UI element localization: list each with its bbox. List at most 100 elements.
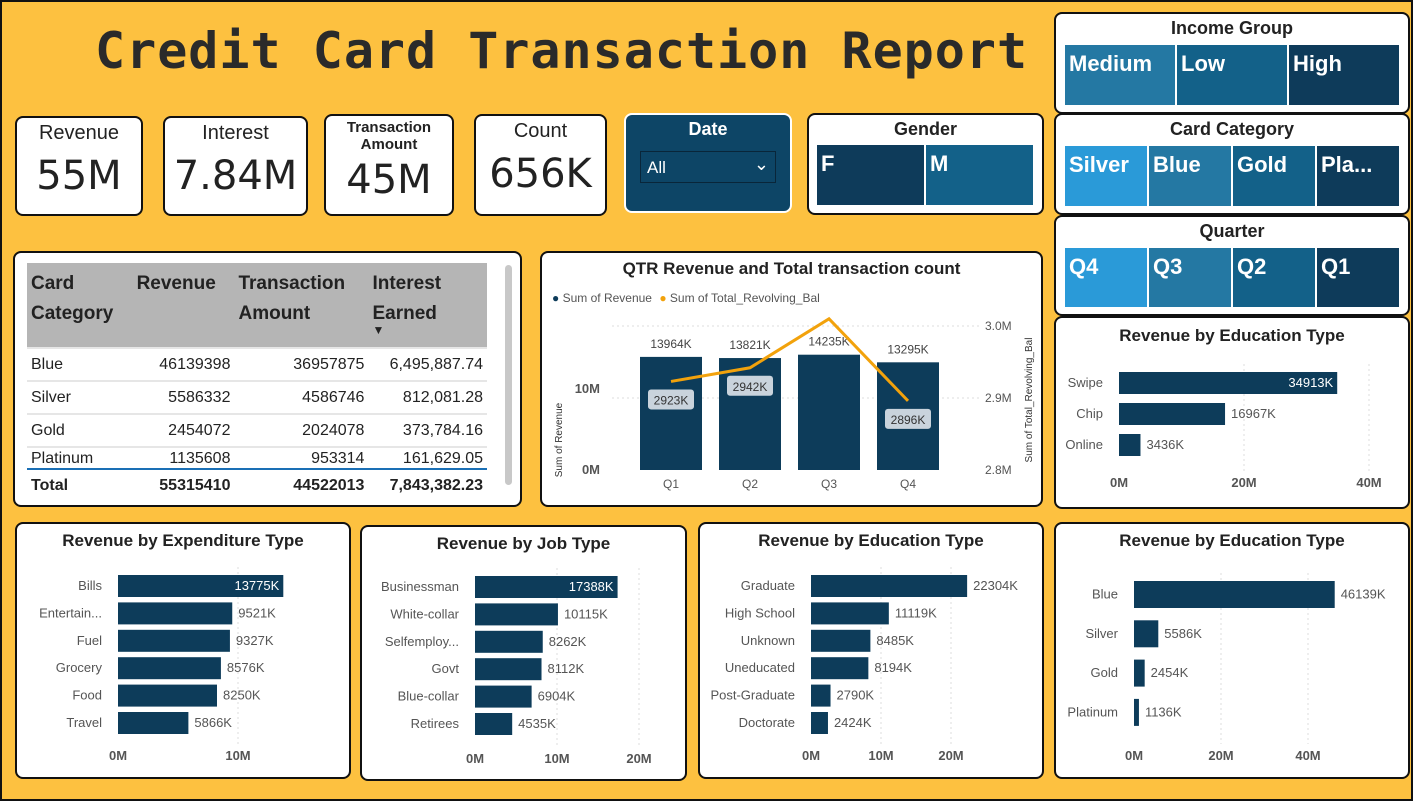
bar — [118, 602, 233, 625]
data-label: 8262K — [549, 634, 587, 649]
date-dropdown[interactable]: All ⌄ — [640, 151, 776, 183]
data-label: 46139K — [1341, 587, 1386, 602]
kpi-value: 55M — [36, 153, 122, 199]
x-tick-label: 20M — [626, 751, 651, 766]
bar — [118, 684, 217, 707]
line-data-label: 2896K — [891, 413, 926, 427]
kpi-transaction-amount-card: Transaction Amount 45M — [324, 114, 454, 216]
data-label: 34913K — [1288, 375, 1333, 390]
category-label: Silver — [1085, 626, 1118, 641]
chart-title: Revenue by Job Type — [436, 534, 611, 553]
x-tick-label: Q1 — [663, 477, 679, 491]
bar — [811, 684, 831, 707]
category-label: Govt — [432, 661, 460, 676]
table-header-row: Card Category Revenue Transaction Amount I… — [27, 263, 487, 348]
col-header-transaction-amount[interactable]: Transaction Amount — [234, 263, 369, 348]
kpi-label: Count — [513, 120, 568, 142]
data-label-box — [727, 375, 773, 396]
edu1-chart-plot: 0M 20M 40M Swipe 34913K Chip 16967K Online 3436K — [1065, 364, 1382, 490]
data-label: 11119K — [895, 605, 937, 620]
card-tile-gold[interactable]: Gold — [1233, 146, 1315, 206]
y2-axis-label: Sum of Total_Revolving_Bal — [1024, 338, 1035, 463]
date-slicer: Date All ⌄ — [624, 113, 792, 213]
data-label: 9521K — [238, 605, 276, 620]
edu3-chart-plot: 0M 20M 40M Blue 46139K Silver 5586K Gold 2454K Pl… — [1067, 573, 1386, 763]
kpi-interest-card: Interest 7.84M — [163, 116, 308, 216]
education-type-chart-1: Revenue by Education Type 0M 20M 40M Swipe 3… — [1054, 316, 1410, 509]
category-label: Unknown — [741, 633, 795, 648]
table-row[interactable]: Platinum 1135608 953314 161,629.05 — [27, 446, 487, 469]
bar — [640, 356, 702, 470]
table-scrollbar[interactable] — [505, 265, 512, 485]
data-label: 2424K — [834, 715, 872, 730]
data-label: 8194K — [874, 660, 912, 675]
bar — [811, 712, 828, 734]
exp-chart-plot: 0M 10M Bills 13775K Entertain... 9521K Fuel 932… — [39, 567, 284, 763]
col-header-interest-earned[interactable]: Interest Earned ▼ — [368, 263, 487, 348]
income-tile-high[interactable]: High — [1289, 45, 1399, 105]
chart-title: Revenue by Education Type — [758, 531, 984, 550]
revolving-bal-line — [670, 316, 910, 402]
income-tile-low[interactable]: Low — [1177, 45, 1287, 105]
bar — [475, 603, 558, 626]
summary-table: Card Category Revenue Transaction Amount I… — [27, 263, 487, 501]
chart-title: Revenue by Expenditure Type — [62, 531, 304, 550]
category-label: Platinum — [1067, 704, 1118, 719]
bar — [811, 629, 871, 652]
y-tick-label: 10M — [575, 381, 600, 396]
bar — [1134, 620, 1159, 648]
data-label: 13775K — [234, 578, 279, 593]
data-label: 2790K — [837, 688, 875, 703]
quarter-tile-q1[interactable]: Q1 — [1317, 248, 1399, 307]
quarter-slicer: Quarter Q4 Q3 Q2 Q1 — [1054, 215, 1410, 316]
y-tick-label: 0M — [582, 462, 600, 477]
col-header-revenue[interactable]: Revenue — [132, 263, 235, 348]
card-category-table: Card Category Revenue Transaction Amount I… — [13, 251, 522, 507]
y2-tick-label: 2.8M — [985, 463, 1012, 477]
category-label: Entertain... — [39, 605, 102, 620]
x-tick-label: 0M — [802, 748, 820, 763]
data-label: 8576K — [227, 660, 265, 675]
x-tick-label: 0M — [1125, 748, 1143, 763]
bar — [1134, 581, 1335, 608]
card-tile-silver[interactable]: Silver — [1065, 146, 1147, 206]
category-label: White-collar — [390, 606, 459, 621]
kpi-revenue-card: Revenue 55M — [15, 116, 143, 216]
bar — [118, 657, 221, 680]
legend-item-revenue: Sum of Revenue — [562, 291, 652, 305]
date-dropdown-value: All — [647, 158, 666, 177]
x-tick-label: Q3 — [821, 477, 837, 491]
x-tick-label: 10M — [544, 751, 569, 766]
bar — [1134, 698, 1139, 726]
category-label: Chip — [1076, 406, 1103, 421]
card-tile-blue[interactable]: Blue — [1149, 146, 1231, 206]
data-label: 2454K — [1151, 665, 1189, 680]
quarter-tile-q2[interactable]: Q2 — [1233, 248, 1315, 307]
bar — [811, 657, 869, 680]
gender-tile-f[interactable]: F — [817, 145, 924, 205]
category-label: Graduate — [741, 578, 795, 593]
income-tile-medium[interactable]: Medium — [1065, 45, 1175, 105]
x-tick-label: 20M — [938, 748, 963, 763]
x-tick-label: 0M — [466, 751, 484, 766]
quarter-tile-q4[interactable]: Q4 — [1065, 248, 1147, 307]
income-group-slicer: Income Group Medium Low High — [1054, 12, 1410, 114]
quarter-tile-q3[interactable]: Q3 — [1149, 248, 1231, 307]
table-row[interactable]: Silver 5586332 4586746 812,081.28 — [27, 380, 487, 414]
category-label: Retirees — [411, 716, 460, 731]
bar — [1134, 659, 1145, 687]
kpi-value: 656K — [489, 151, 592, 197]
data-label: 17388K — [569, 579, 614, 594]
card-tile-platinum[interactable]: Pla... — [1317, 146, 1399, 206]
table-row[interactable]: Gold 2454072 2024078 373,784.16 — [27, 413, 487, 447]
gender-slicer-title: Gender — [893, 119, 958, 139]
table-row[interactable]: Blue 46139398 36957875 6,495,887.74 — [27, 347, 487, 381]
data-label: 5866K — [194, 715, 232, 730]
x-tick-label: 0M — [109, 748, 127, 763]
col-header-card-category[interactable]: Card Category — [27, 263, 133, 348]
expenditure-type-chart: Revenue by Expenditure Type 0M 10M Bills 13… — [15, 522, 351, 779]
gender-tile-m[interactable]: M — [926, 145, 1033, 205]
bar — [1119, 403, 1226, 425]
card-slicer-title: Card Category — [1169, 119, 1295, 139]
bar — [475, 576, 618, 598]
